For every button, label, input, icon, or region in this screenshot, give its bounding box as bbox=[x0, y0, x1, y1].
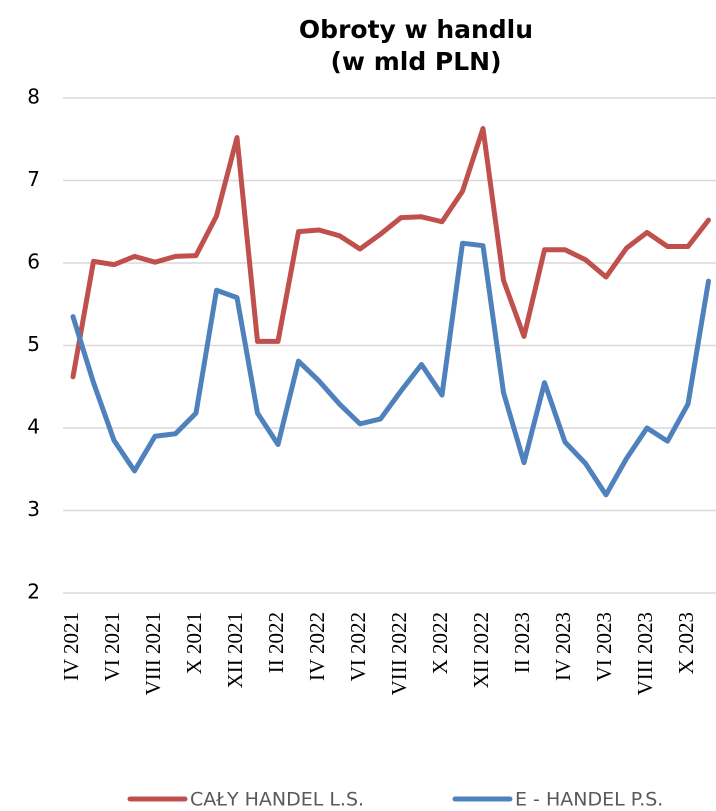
chart-title: Obroty w handlu bbox=[299, 15, 533, 44]
legend-label: E - HANDEL P.S. bbox=[515, 789, 663, 811]
x-tick-label: VI 2021 bbox=[100, 612, 124, 681]
y-tick-label: 5 bbox=[27, 332, 40, 356]
y-tick-label: 2 bbox=[27, 580, 40, 604]
series-line bbox=[70, 126, 711, 380]
x-tick-label: X 2023 bbox=[674, 612, 698, 674]
y-tick-label: 7 bbox=[27, 167, 40, 191]
x-tick-label: X 2022 bbox=[428, 612, 452, 674]
x-tick-label: VI 2023 bbox=[592, 612, 616, 681]
y-tick-label: 4 bbox=[27, 415, 40, 439]
chart-title: (w mld PLN) bbox=[330, 47, 501, 76]
y-tick-label: 3 bbox=[27, 497, 40, 521]
x-tick-label: X 2021 bbox=[182, 612, 206, 674]
y-tick-label: 6 bbox=[27, 250, 40, 274]
x-tick-label: IV 2023 bbox=[551, 612, 575, 681]
x-tick-label: VIII 2021 bbox=[141, 612, 165, 695]
legend-label: CAŁY HANDEL L.S. bbox=[190, 789, 364, 811]
x-tick-label: II 2023 bbox=[510, 612, 534, 673]
x-tick-label: XII 2021 bbox=[223, 612, 247, 688]
x-tick-label: VIII 2022 bbox=[387, 612, 411, 695]
series-line bbox=[70, 240, 711, 498]
y-tick-label: 8 bbox=[27, 85, 40, 109]
x-tick-label: IV 2022 bbox=[305, 612, 329, 681]
x-tick-label: IV 2021 bbox=[59, 612, 83, 681]
x-tick-label: VIII 2023 bbox=[633, 612, 657, 695]
x-tick-label: XII 2022 bbox=[469, 612, 493, 688]
x-tick-label: II 2022 bbox=[264, 612, 288, 673]
x-tick-label: VI 2022 bbox=[346, 612, 370, 681]
